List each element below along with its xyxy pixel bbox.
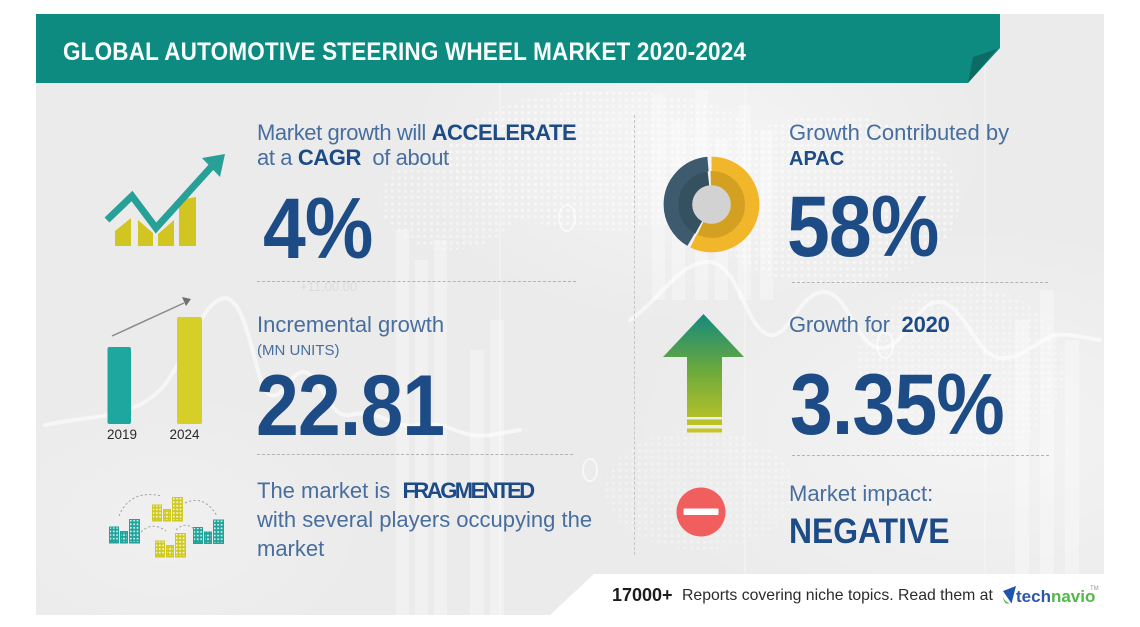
- svg-text:2019: 2019: [107, 427, 137, 442]
- svg-text:technavio: technavio: [1016, 587, 1095, 606]
- svg-text:TM: TM: [1090, 586, 1099, 592]
- svg-text:2024: 2024: [169, 427, 200, 442]
- svg-text:+11,00.00: +11,00.00: [300, 279, 357, 294]
